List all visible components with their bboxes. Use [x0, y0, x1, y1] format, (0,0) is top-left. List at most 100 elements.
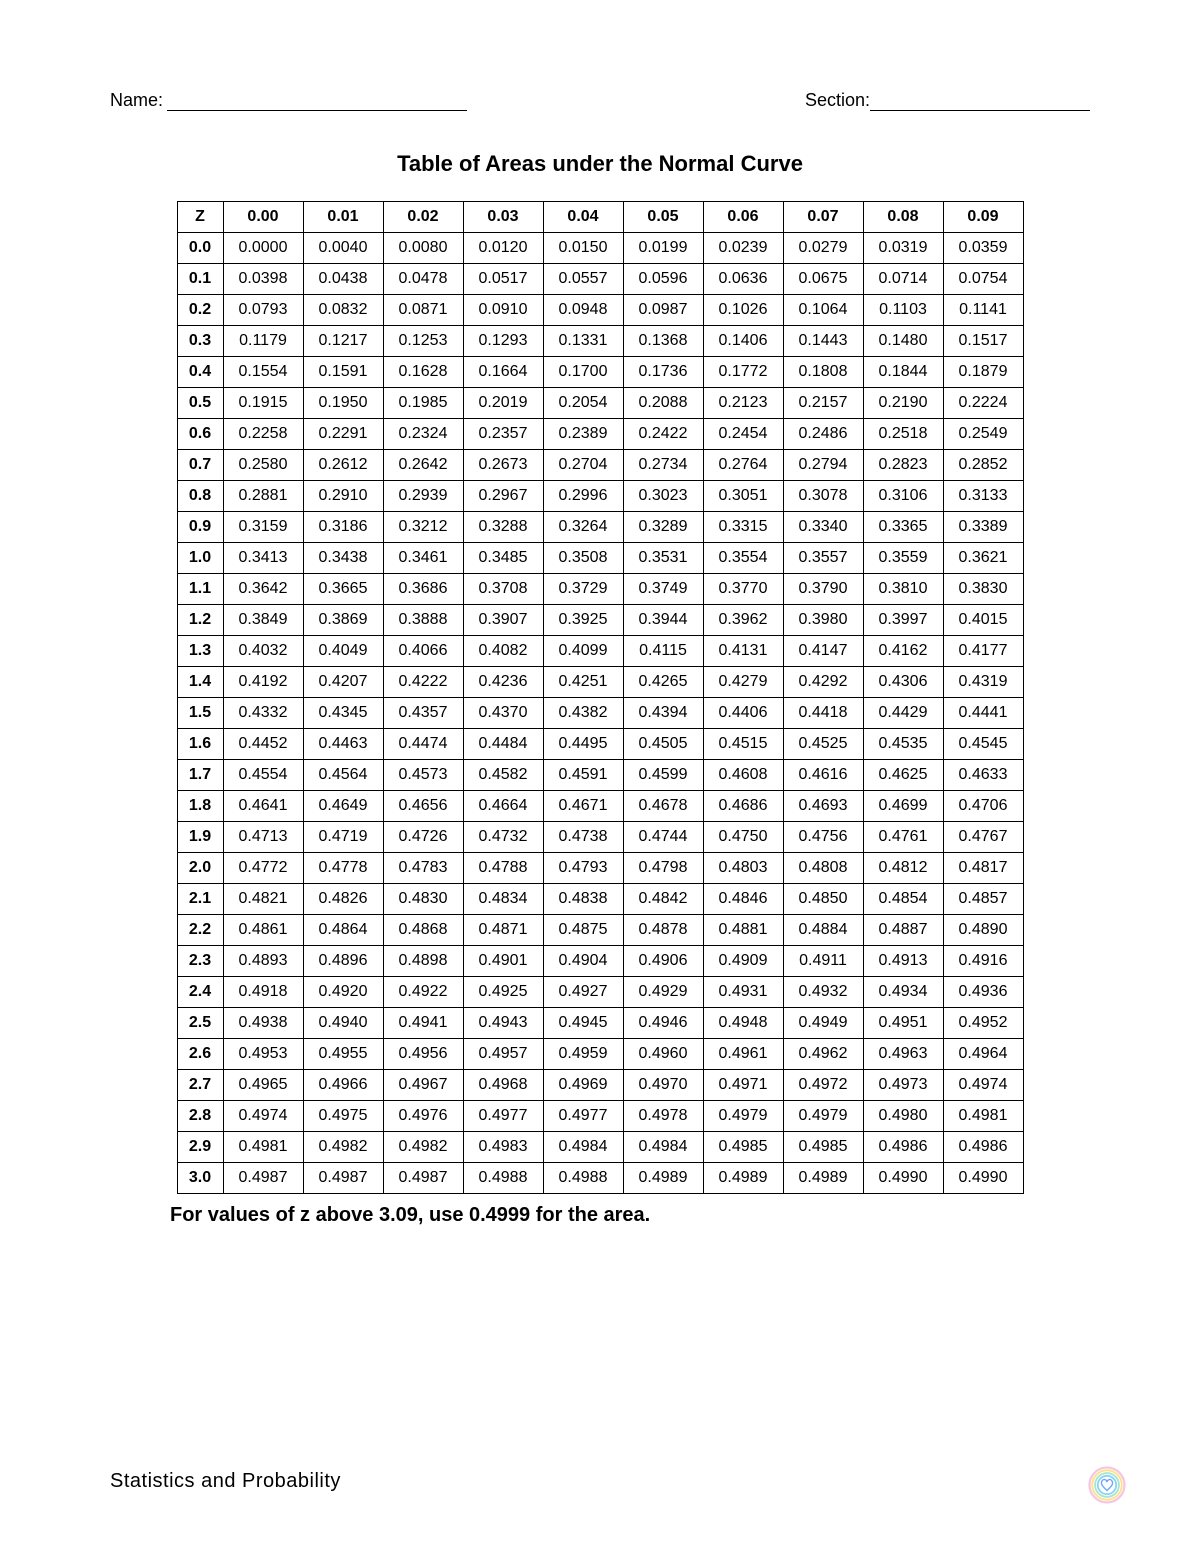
z-row-header: 2.2 [177, 915, 223, 946]
z-cell: 0.4474 [383, 729, 463, 760]
z-cell: 0.4983 [463, 1132, 543, 1163]
z-cell: 0.0000 [223, 233, 303, 264]
z-cell: 0.4147 [783, 636, 863, 667]
z-row-header: 0.6 [177, 419, 223, 450]
z-col-header: 0.00 [223, 202, 303, 233]
z-cell: 0.2157 [783, 388, 863, 419]
z-cell: 0.3315 [703, 512, 783, 543]
section-label: Section: [805, 90, 870, 111]
z-col-header: 0.03 [463, 202, 543, 233]
z-col-header: 0.05 [623, 202, 703, 233]
z-table-row: 1.10.36420.36650.36860.37080.37290.37490… [177, 574, 1023, 605]
z-cell: 0.2454 [703, 419, 783, 450]
z-cell: 0.4966 [303, 1070, 383, 1101]
z-cell: 0.4962 [783, 1039, 863, 1070]
z-cell: 0.3023 [623, 481, 703, 512]
z-table-row: 1.50.43320.43450.43570.43700.43820.43940… [177, 698, 1023, 729]
z-cell: 0.4922 [383, 977, 463, 1008]
z-cell: 0.4830 [383, 884, 463, 915]
z-cell: 0.3554 [703, 543, 783, 574]
z-cell: 0.4967 [383, 1070, 463, 1101]
z-cell: 0.1844 [863, 357, 943, 388]
z-cell: 0.3642 [223, 574, 303, 605]
z-cell: 0.4463 [303, 729, 383, 760]
z-cell: 0.4988 [463, 1163, 543, 1194]
z-cell: 0.1915 [223, 388, 303, 419]
z-table-header-row: Z 0.000.010.020.030.040.050.060.070.080.… [177, 202, 1023, 233]
z-cell: 0.4973 [863, 1070, 943, 1101]
z-cell: 0.4515 [703, 729, 783, 760]
z-cell: 0.1103 [863, 295, 943, 326]
z-cell: 0.4977 [543, 1101, 623, 1132]
z-cell: 0.4861 [223, 915, 303, 946]
z-cell: 0.3288 [463, 512, 543, 543]
z-cell: 0.4946 [623, 1008, 703, 1039]
z-cell: 0.4934 [863, 977, 943, 1008]
z-cell: 0.1664 [463, 357, 543, 388]
z-cell: 0.2258 [223, 419, 303, 450]
z-row-header: 1.2 [177, 605, 223, 636]
z-cell: 0.4864 [303, 915, 383, 946]
z-cell: 0.3389 [943, 512, 1023, 543]
z-col-header: 0.06 [703, 202, 783, 233]
z-cell: 0.4382 [543, 698, 623, 729]
z-cell: 0.4834 [463, 884, 543, 915]
z-cell: 0.4772 [223, 853, 303, 884]
header: Name: Section: [110, 90, 1090, 111]
z-cell: 0.4082 [463, 636, 543, 667]
z-cell: 0.3531 [623, 543, 703, 574]
z-cell: 0.0910 [463, 295, 543, 326]
z-cell: 0.2549 [943, 419, 1023, 450]
z-cell: 0.2673 [463, 450, 543, 481]
z-col-header: 0.09 [943, 202, 1023, 233]
z-cell: 0.4599 [623, 760, 703, 791]
z-table-row: 0.80.28810.29100.29390.29670.29960.30230… [177, 481, 1023, 512]
z-table-row: 1.30.40320.40490.40660.40820.40990.41150… [177, 636, 1023, 667]
z-cell: 0.4616 [783, 760, 863, 791]
z-table-row: 2.90.49810.49820.49820.49830.49840.49840… [177, 1132, 1023, 1163]
z-cell: 0.2389 [543, 419, 623, 450]
z-table-row: 0.40.15540.15910.16280.16640.17000.17360… [177, 357, 1023, 388]
z-cell: 0.4904 [543, 946, 623, 977]
z-cell: 0.4767 [943, 822, 1023, 853]
z-cell: 0.4821 [223, 884, 303, 915]
z-row-header: 1.4 [177, 667, 223, 698]
z-cell: 0.4949 [783, 1008, 863, 1039]
z-cell: 0.1554 [223, 357, 303, 388]
z-table-row: 1.40.41920.42070.42220.42360.42510.42650… [177, 667, 1023, 698]
z-table-row: 2.70.49650.49660.49670.49680.49690.49700… [177, 1070, 1023, 1101]
z-cell: 0.4625 [863, 760, 943, 791]
z-cell: 0.4959 [543, 1039, 623, 1070]
z-cell: 0.3106 [863, 481, 943, 512]
z-cell: 0.4678 [623, 791, 703, 822]
z-cell: 0.4974 [943, 1070, 1023, 1101]
z-cell: 0.4878 [623, 915, 703, 946]
z-cell: 0.4633 [943, 760, 1023, 791]
z-cell: 0.4916 [943, 946, 1023, 977]
z-cell: 0.4979 [703, 1101, 783, 1132]
z-cell: 0.4664 [463, 791, 543, 822]
section-field: Section: [805, 90, 1090, 111]
z-row-header: 2.1 [177, 884, 223, 915]
z-cell: 0.2939 [383, 481, 463, 512]
z-cell: 0.0754 [943, 264, 1023, 295]
z-cell: 0.2224 [943, 388, 1023, 419]
z-cell: 0.3749 [623, 574, 703, 605]
z-cell: 0.3830 [943, 574, 1023, 605]
section-blank-line[interactable] [870, 91, 1090, 111]
z-cell: 0.4738 [543, 822, 623, 853]
z-cell: 0.3925 [543, 605, 623, 636]
z-cell: 0.4989 [783, 1163, 863, 1194]
name-blank-line[interactable] [167, 91, 467, 111]
z-cell: 0.4968 [463, 1070, 543, 1101]
z-cell: 0.0239 [703, 233, 783, 264]
z-cell: 0.4049 [303, 636, 383, 667]
z-cell: 0.4115 [623, 636, 703, 667]
z-cell: 0.0517 [463, 264, 543, 295]
z-cell: 0.3186 [303, 512, 383, 543]
z-cell: 0.0714 [863, 264, 943, 295]
z-cell: 0.3289 [623, 512, 703, 543]
z-cell: 0.4846 [703, 884, 783, 915]
z-cell: 0.4977 [463, 1101, 543, 1132]
z-cell: 0.4535 [863, 729, 943, 760]
